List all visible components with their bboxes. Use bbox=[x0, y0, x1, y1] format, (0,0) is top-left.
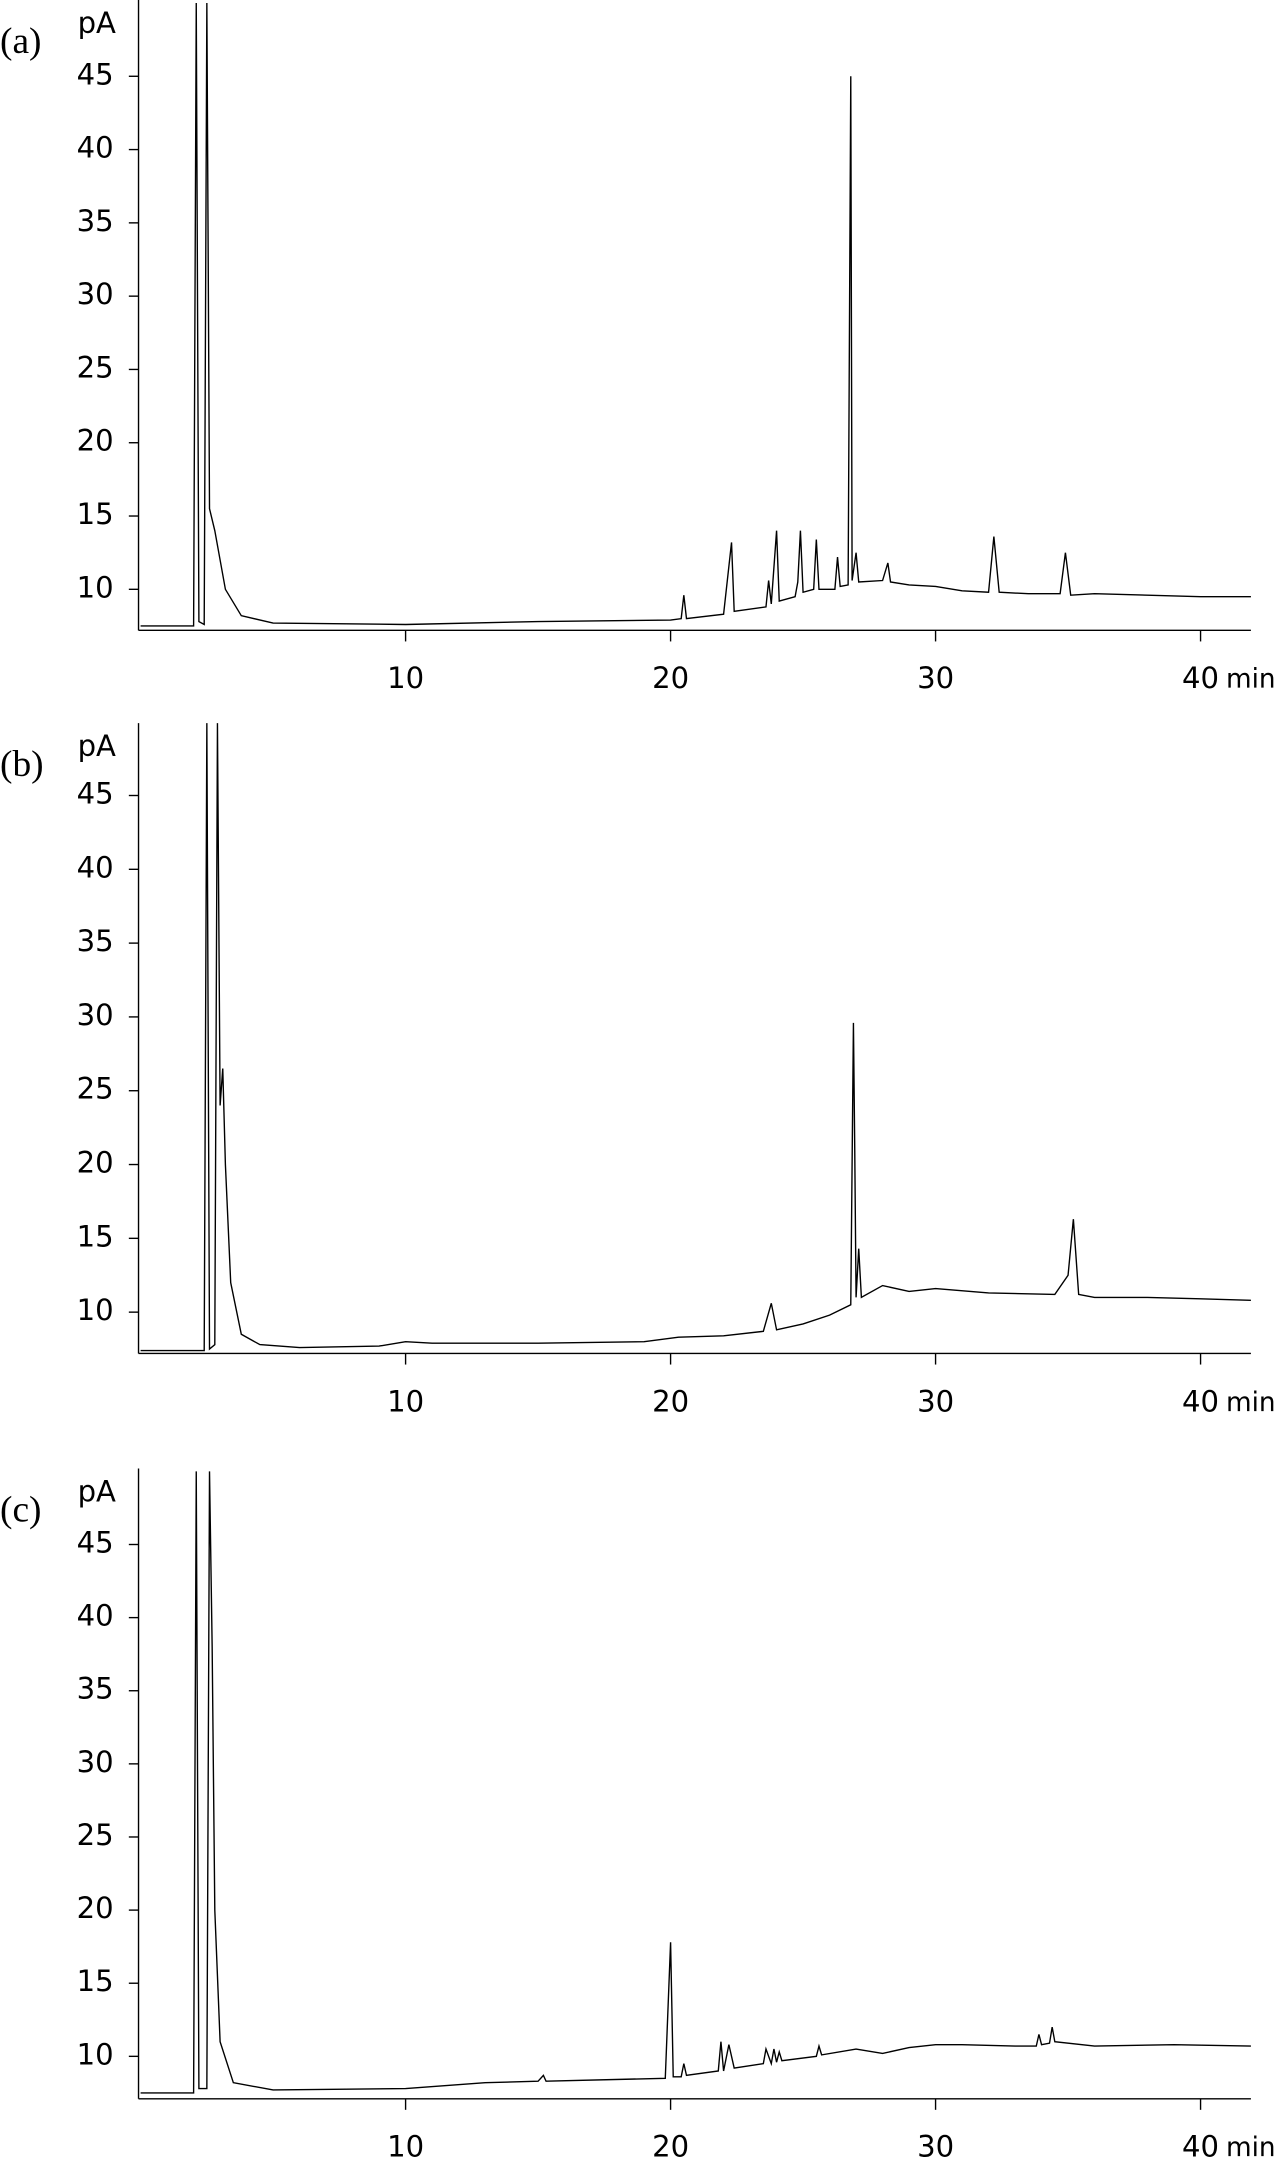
y-tick-label: 10 bbox=[77, 570, 114, 604]
x-axis-label: min bbox=[1226, 665, 1276, 695]
x-tick-label: 20 bbox=[652, 661, 689, 695]
x-tick-label: 40 bbox=[1182, 661, 1219, 695]
x-tick-label: 40 bbox=[1182, 1384, 1219, 1418]
trace bbox=[140, 1471, 1251, 2094]
y-tick-label: 25 bbox=[77, 1818, 114, 1852]
y-axis-label: pA bbox=[78, 1474, 116, 1508]
y-tick-label: 20 bbox=[77, 1146, 114, 1180]
y-tick-label: 10 bbox=[77, 1293, 114, 1327]
y-tick-label: 30 bbox=[77, 998, 114, 1032]
trace bbox=[140, 2, 1251, 627]
x-tick-label: 10 bbox=[387, 2130, 424, 2164]
x-tick-label: 30 bbox=[917, 2130, 954, 2164]
y-tick-label: 25 bbox=[77, 350, 114, 384]
x-tick-label: 30 bbox=[917, 661, 954, 695]
y-tick-label: 25 bbox=[77, 1072, 114, 1106]
y-tick-label: 30 bbox=[77, 1745, 114, 1779]
panel-label: (a) bbox=[0, 21, 42, 62]
y-tick-label: 30 bbox=[77, 277, 114, 311]
x-tick-label: 40 bbox=[1182, 2130, 1219, 2164]
y-tick-label: 40 bbox=[77, 131, 114, 165]
y-tick-label: 45 bbox=[77, 777, 114, 811]
y-tick-label: 10 bbox=[77, 2037, 114, 2071]
trace bbox=[140, 723, 1251, 1352]
y-tick-label: 15 bbox=[77, 1964, 114, 1998]
y-tick-label: 20 bbox=[77, 1891, 114, 1925]
y-tick-label: 20 bbox=[77, 424, 114, 458]
y-tick-label: 45 bbox=[77, 57, 114, 91]
y-tick-label: 15 bbox=[77, 497, 114, 531]
y-tick-label: 40 bbox=[77, 850, 114, 884]
y-axis-label: pA bbox=[78, 729, 116, 763]
x-tick-label: 10 bbox=[387, 661, 424, 695]
x-tick-label: 20 bbox=[652, 1384, 689, 1418]
y-tick-label: 40 bbox=[77, 1599, 114, 1633]
y-tick-label: 45 bbox=[77, 1525, 114, 1559]
x-axis-label: min bbox=[1226, 2133, 1276, 2163]
panel-label: (b) bbox=[0, 744, 44, 785]
y-tick-label: 35 bbox=[77, 924, 114, 958]
y-tick-label: 35 bbox=[77, 204, 114, 238]
y-tick-label: 15 bbox=[77, 1219, 114, 1253]
x-tick-label: 30 bbox=[917, 1384, 954, 1418]
panel-label: (c) bbox=[0, 1489, 42, 1530]
x-axis-label: min bbox=[1226, 1388, 1276, 1418]
x-tick-label: 20 bbox=[652, 2130, 689, 2164]
y-tick-label: 35 bbox=[77, 1672, 114, 1706]
x-tick-label: 10 bbox=[387, 1384, 424, 1418]
y-axis-label: pA bbox=[78, 6, 116, 40]
